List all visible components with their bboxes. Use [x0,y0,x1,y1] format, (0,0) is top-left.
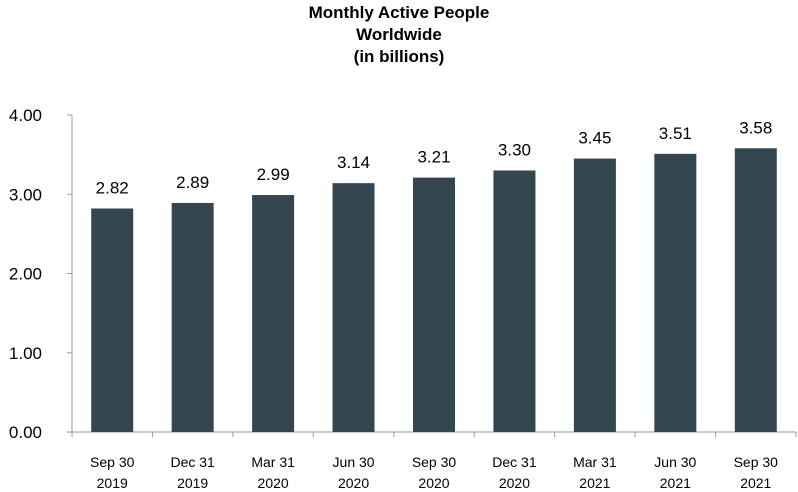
x-tick-label-line-2: 2021 [660,475,691,491]
data-label: 2.82 [96,179,129,198]
x-tick-label-line-2: 2020 [258,475,289,491]
x-tick-label-line-1: Mar 31 [573,454,617,470]
x-tick-label-line-1: Sep 30 [90,454,135,470]
data-label: 3.45 [578,129,611,148]
bar [413,177,455,432]
x-tick-label-line-2: 2019 [97,475,128,491]
chart-title-line-3: (in billions) [353,47,445,66]
y-tick-label: 3.00 [9,185,42,204]
x-tick-label-line-2: 2021 [740,475,771,491]
x-tick-label-line-1: Sep 30 [734,454,779,470]
x-tick-label-line-2: 2020 [418,475,449,491]
y-tick-label: 0.00 [9,423,42,442]
y-tick-label: 2.00 [9,265,42,284]
bar [573,158,616,432]
bar [654,153,697,432]
x-tick-label-line-2: 2020 [499,475,530,491]
chart-title: Monthly Active People Worldwide (in bill… [0,2,798,68]
x-tick-label-line-1: Jun 30 [333,454,375,470]
data-label: 2.89 [176,173,209,192]
data-label: 3.14 [337,153,370,172]
data-label: 3.51 [659,124,692,143]
chart-title-line-1: Monthly Active People [308,3,490,22]
x-tick-label-line-1: Mar 31 [251,454,295,470]
chart-labels: 2.82 Sep 30 2019 2.89 Dec 31 2019 2.99 Mar 31 20… [90,118,778,491]
bar [493,170,536,432]
x-tick-label-line-1: Sep 30 [412,454,457,470]
chart-title-line-2: Worldwide [356,25,442,44]
bar [91,208,134,432]
x-tick-label-line-2: 2020 [338,475,369,491]
bar [734,148,777,432]
x-tick-label-line-2: 2021 [579,475,610,491]
data-label: 3.58 [739,118,772,137]
bar [171,202,214,432]
y-tick-label: 4.00 [9,106,42,125]
y-tick-label: 1.00 [9,344,42,363]
data-label: 2.99 [257,165,290,184]
x-tick-label-line-1: Dec 31 [492,454,537,470]
bar [332,183,375,432]
data-label: 3.21 [417,148,450,167]
x-tick-label-line-1: Dec 31 [170,454,215,470]
data-label: 3.30 [498,140,531,159]
x-tick-label-line-2: 2019 [177,475,208,491]
bar [252,195,295,432]
chart-bars [91,148,777,432]
x-tick-label-line-1: Jun 30 [654,454,696,470]
